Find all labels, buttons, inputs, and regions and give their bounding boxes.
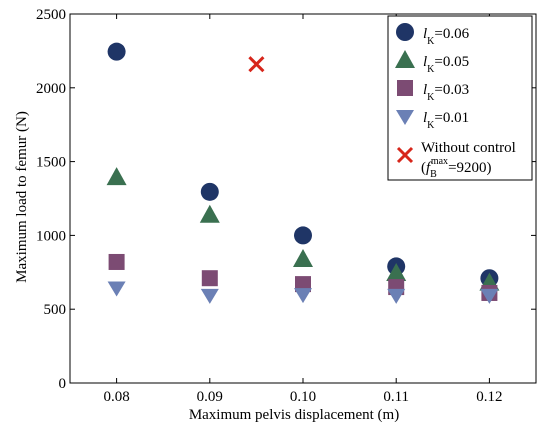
- data-point-series-3: [200, 288, 219, 304]
- data-point-series-1: [293, 249, 313, 268]
- data-point-series-2: [108, 253, 125, 270]
- legend-entry-lk-0-03: lK=0.03: [423, 82, 469, 103]
- y-tick-label: 2000: [36, 81, 66, 97]
- data-point-series-3: [107, 281, 126, 297]
- y-tick-label: 2500: [36, 7, 66, 23]
- data-point-series-2: [201, 270, 218, 287]
- legend-marker-series-0: [396, 23, 414, 41]
- data-point-series-1: [386, 263, 407, 282]
- data-point-series-1: [199, 204, 220, 223]
- x-axis-ticks: 0.08 0.09 0.10 0.11 0.12: [103, 14, 503, 405]
- legend-label-lk-0-06: lK=0.06: [423, 26, 470, 47]
- x-tick-label: 0.09: [197, 389, 223, 405]
- data-point-series-2: [295, 276, 311, 293]
- legend-box: [387, 15, 533, 181]
- legend-marker-series-4: [396, 146, 414, 164]
- legend-label-lk-0-03: lK=0.03: [423, 82, 469, 103]
- legend-entry-lk-0-06: lK=0.06: [423, 26, 470, 47]
- x-tick-label: 0.11: [383, 389, 409, 405]
- y-tick-label: 1000: [36, 228, 66, 244]
- x-tick-label: 0.10: [290, 389, 316, 405]
- data-point-series-3: [480, 288, 499, 304]
- data-point-series-1: [106, 167, 127, 186]
- legend-markers: [395, 23, 415, 164]
- legend-marker-series-3: [396, 110, 414, 125]
- data-point-series-3: [294, 288, 312, 304]
- y-axis-ticks: 0 500 1000 1500 2000 2500: [36, 7, 536, 392]
- data-point-series-0: [200, 182, 219, 201]
- legend-entry-lk-0-01: lK=0.01: [423, 110, 469, 131]
- data-point-series-0: [294, 226, 312, 245]
- legend-entry-lk-0-05: lK=0.05: [423, 54, 469, 75]
- x-marker-stroke: [248, 56, 265, 73]
- y-tick-label: 0: [59, 376, 67, 392]
- data-point-series-4: [248, 56, 265, 73]
- y-axis-title: Maximum load to femur (N): [14, 111, 30, 283]
- data-point-series-0: [107, 42, 126, 61]
- legend-label-without-control: Without control: [421, 140, 516, 156]
- legend-marker-series-1: [395, 50, 415, 68]
- legend-label-lk-0-05: lK=0.05: [423, 54, 469, 75]
- legend-entry-without-control: Without control (fBmax=9200): [421, 140, 516, 180]
- legend-marker-series-2: [397, 80, 413, 96]
- y-tick-label: 1500: [36, 155, 66, 171]
- x-tick-label: 0.12: [476, 389, 502, 405]
- legend-label-fbmax: (fBmax=9200): [421, 156, 492, 180]
- x-tick-label: 0.08: [103, 389, 129, 405]
- x-axis-title: Maximum pelvis displacement (m): [189, 407, 399, 423]
- data-point-series-3: [387, 288, 406, 304]
- data-points: [106, 42, 500, 304]
- x-marker-stroke: [396, 146, 414, 164]
- legend: lK=0.06 lK=0.05 lK=0.03 lK=0.01 Without …: [387, 15, 533, 181]
- y-tick-label: 500: [44, 302, 67, 318]
- legend-label-lk-0-01: lK=0.01: [423, 110, 469, 131]
